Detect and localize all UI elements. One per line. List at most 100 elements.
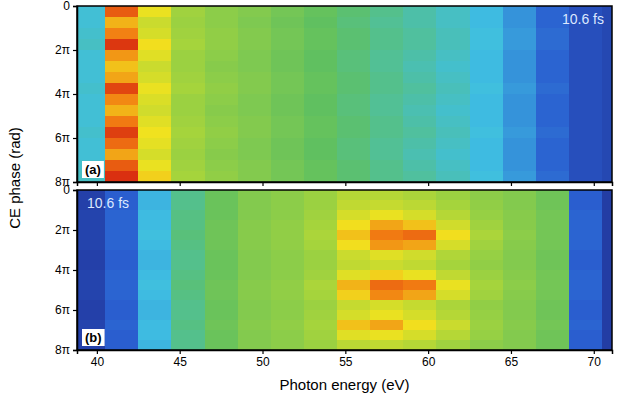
heat-cell [337, 270, 371, 281]
heat-cell [271, 280, 305, 290]
heat-cell [271, 190, 305, 200]
heat-cell [337, 138, 371, 150]
heat-cell [337, 190, 371, 200]
x-tick [180, 182, 181, 186]
heat-cell [304, 340, 338, 350]
heat-cell [503, 116, 537, 127]
heat-cell [503, 61, 537, 72]
heat-cell [205, 220, 239, 231]
heat-cell [503, 127, 537, 139]
heat-cell [138, 138, 172, 150]
heat-cell [77, 127, 106, 139]
x-tick-mark [594, 350, 595, 354]
heat-cell [205, 105, 239, 116]
heat-cell [138, 200, 172, 211]
heat-cell [238, 61, 272, 72]
x-axis [78, 182, 613, 186]
heat-cell [238, 230, 272, 240]
heat-cell [503, 240, 537, 250]
heat-cell [436, 6, 470, 17]
heat-cell [238, 17, 272, 29]
heat-cell [503, 171, 537, 182]
heat-cell [470, 94, 504, 106]
y-axis-line [73, 191, 78, 351]
heat-cell [602, 250, 612, 261]
heat-cell [470, 149, 504, 161]
heat-cell [138, 300, 172, 311]
heat-cell [205, 270, 239, 281]
heat-cell [403, 28, 437, 40]
heat-cell [138, 310, 172, 321]
heat-cell [470, 330, 504, 340]
plot-frame [77, 6, 612, 182]
heat-cell [370, 230, 404, 240]
heat-cell [602, 220, 612, 231]
x-tick-label: 65 [505, 355, 519, 369]
heat-cell [271, 39, 305, 51]
heat-cell [105, 270, 139, 281]
heat-cell [337, 280, 371, 290]
y-tick-mark [73, 350, 77, 351]
heat-cell [105, 240, 139, 250]
heat-cell [205, 340, 239, 350]
heat-cell [304, 290, 338, 300]
heat-cell [138, 116, 172, 127]
heat-cell [304, 50, 338, 61]
heat-cell [304, 116, 338, 127]
heat-cell [602, 330, 612, 340]
heat-cell [403, 280, 437, 290]
heat-cell [370, 83, 404, 95]
y-tick: 8π [55, 343, 77, 357]
x-axis-line [78, 351, 613, 355]
heat-cell [403, 340, 437, 350]
heat-cell [271, 160, 305, 171]
heat-cell [205, 240, 239, 250]
heat-cell [271, 72, 305, 84]
x-tick: 45 [174, 350, 188, 369]
heat-cell [470, 171, 504, 182]
x-tick-mark [345, 182, 346, 186]
annotation: 10.6 fs [562, 11, 604, 27]
heat-cell [337, 28, 371, 40]
heat-cell [436, 127, 470, 139]
heat-cell [602, 105, 612, 116]
heat-cell [470, 340, 504, 350]
heat-cell [470, 240, 504, 250]
heat-cell [470, 230, 504, 240]
heat-cell [205, 190, 239, 200]
heat-cell [171, 160, 205, 171]
x-tick: 40 [91, 350, 105, 369]
heat-cell [370, 220, 404, 231]
heat-cell [536, 127, 570, 139]
heat-cell [205, 127, 239, 139]
heat-cell [602, 28, 612, 40]
heat-cell [238, 320, 272, 331]
heat-cell [105, 310, 139, 321]
heat-cell [436, 280, 470, 290]
heat-cell [569, 340, 603, 350]
heat-cell [205, 200, 239, 211]
y-axis: 02π4π6π8π [55, 0, 77, 189]
heat-cell [403, 50, 437, 61]
heat-cell [171, 171, 205, 182]
heat-cell [470, 190, 504, 200]
heat-cell [370, 105, 404, 116]
x-axis-title: Photon energy (eV) [279, 376, 409, 393]
heat-cell [271, 300, 305, 311]
heat-cell [370, 138, 404, 150]
heat-cell [205, 230, 239, 240]
heat-cell [138, 190, 172, 200]
heat-cell [470, 28, 504, 40]
heat-cell [238, 300, 272, 311]
heat-cell [304, 160, 338, 171]
heat-cell [470, 210, 504, 221]
heat-cell [602, 340, 612, 350]
y-tick: 0 [63, 183, 77, 197]
heat-cell [77, 105, 106, 116]
heat-cell [271, 171, 305, 182]
heat-cell [503, 94, 537, 106]
heat-cell [370, 260, 404, 271]
heat-cell [171, 290, 205, 300]
heat-cell [602, 50, 612, 61]
heat-cell [171, 220, 205, 231]
